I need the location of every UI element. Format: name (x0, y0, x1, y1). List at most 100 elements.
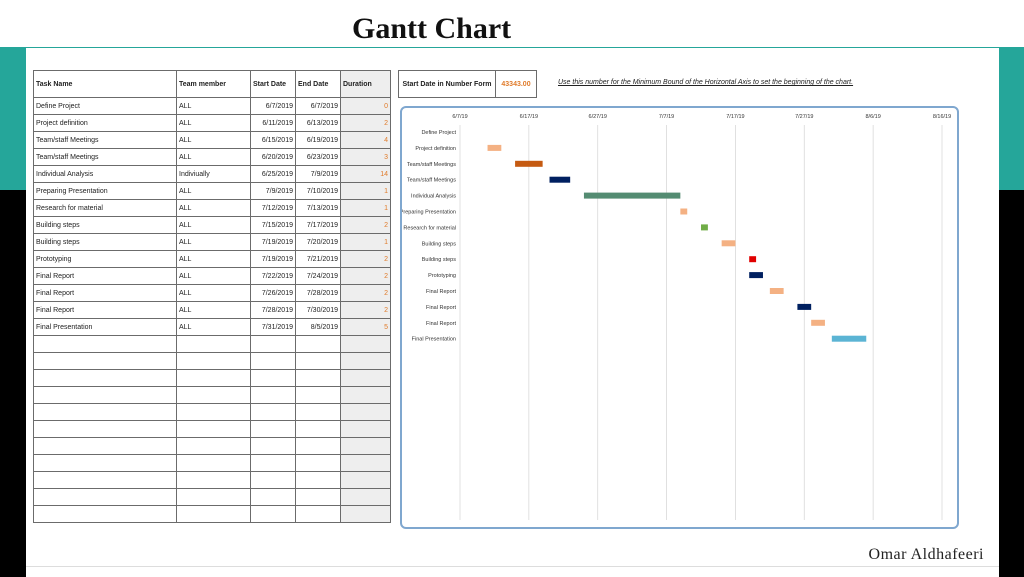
task-row: Final Report ALL 7/26/2019 7/28/2019 2 (33, 284, 391, 302)
task-row: Final Presentation ALL 7/31/2019 8/5/2019 5 (33, 318, 391, 336)
empty-cell (33, 437, 177, 455)
end-date-cell: 6/19/2019 (295, 131, 341, 149)
x-tick-label: 7/17/19 (726, 114, 744, 120)
empty-cell (250, 471, 296, 489)
empty-cell (340, 454, 391, 472)
empty-cell (176, 420, 251, 438)
empty-cell (340, 352, 391, 370)
empty-cell (176, 454, 251, 472)
team-member-cell: ALL (176, 233, 251, 251)
start-date-cell: 7/22/2019 (250, 267, 296, 285)
empty-cell (250, 403, 296, 421)
task-name-cell: Final Report (33, 267, 177, 285)
task-label: Final Report (426, 305, 456, 311)
duration-cell: 1 (340, 199, 391, 217)
empty-cell (33, 403, 177, 421)
empty-row (33, 488, 391, 506)
start-date-cell: 7/9/2019 (250, 182, 296, 200)
empty-cell (340, 505, 391, 523)
task-row: Team/staff Meetings ALL 6/15/2019 6/19/2019… (33, 131, 391, 149)
task-name-cell: Project definition (33, 114, 177, 132)
task-name-cell: Define Project (33, 97, 177, 115)
end-date-cell: 6/7/2019 (295, 97, 341, 115)
empty-cell (176, 505, 251, 523)
empty-row (33, 386, 391, 404)
duration-cell: 5 (340, 318, 391, 336)
end-date-cell: 7/21/2019 (295, 250, 341, 268)
task-row: Team/staff Meetings ALL 6/20/2019 6/23/2019… (33, 148, 391, 166)
empty-cell (176, 335, 251, 353)
slide-title: Gantt Chart (352, 12, 512, 45)
title-bar: Gantt Chart (0, 0, 1024, 47)
task-label: Final Report (426, 321, 456, 327)
gantt-bar (749, 272, 763, 279)
end-date-cell: 7/20/2019 (295, 233, 341, 251)
task-name-cell: Final Report (33, 284, 177, 302)
empty-cell (33, 369, 177, 387)
task-label: Team/staff Meetings (407, 162, 456, 168)
empty-cell (295, 488, 341, 506)
axis-note: Use this number for the Minimum Bound of… (558, 79, 854, 86)
task-row: Project definition ALL 6/11/2019 6/13/2019 2 (33, 114, 391, 132)
end-date-cell: 7/24/2019 (295, 267, 341, 285)
empty-cell (33, 488, 177, 506)
empty-cell (340, 403, 391, 421)
end-date-cell: 6/23/2019 (295, 148, 341, 166)
x-tick-label: 6/17/19 (520, 114, 538, 120)
gantt-bar (680, 208, 688, 215)
end-date-cell: 6/13/2019 (295, 114, 341, 132)
empty-row (33, 437, 391, 455)
x-tick-label: 8/6/19 (865, 114, 880, 120)
empty-cell (340, 488, 391, 506)
task-row: Final Report ALL 7/28/2019 7/30/2019 2 (33, 301, 391, 319)
start-date-cell: 6/20/2019 (250, 148, 296, 166)
bottom-strip (26, 566, 999, 577)
empty-cell (295, 403, 341, 421)
task-label: Prototyping (428, 273, 456, 279)
task-row: Research for material ALL 7/12/2019 7/13/20… (33, 199, 391, 217)
duration-cell: 2 (340, 250, 391, 268)
end-date-cell: 7/17/2019 (295, 216, 341, 234)
author-name: Omar Aldhafeeri (868, 546, 984, 563)
duration-cell: 2 (340, 267, 391, 285)
task-label: Individual Analysis (411, 194, 456, 200)
empty-cell (33, 420, 177, 438)
empty-cell (176, 471, 251, 489)
task-name-cell: Preparing Presentation (33, 182, 177, 200)
empty-cell (33, 471, 177, 489)
gantt-bar (549, 176, 571, 183)
empty-row (33, 505, 391, 523)
empty-row (33, 335, 391, 353)
end-date-cell: 7/13/2019 (295, 199, 341, 217)
duration-cell: 4 (340, 131, 391, 149)
end-date-cell: 7/30/2019 (295, 301, 341, 319)
duration-cell: 1 (340, 182, 391, 200)
task-table-header-row: Task Name Team member Start Date End Dat… (33, 70, 391, 98)
team-member-cell: ALL (176, 114, 251, 132)
duration-cell: 1 (340, 233, 391, 251)
team-member-cell: ALL (176, 216, 251, 234)
empty-cell (295, 386, 341, 404)
empty-cell (295, 335, 341, 353)
x-tick-label: 7/7/19 (659, 114, 674, 120)
task-row: Final Report ALL 7/22/2019 7/24/2019 2 (33, 267, 391, 285)
task-row: Individual Analysis Indiviually 6/25/2019 7… (33, 165, 391, 183)
task-row: Prototyping ALL 7/19/2019 7/21/2019 2 (33, 250, 391, 268)
team-member-cell: ALL (176, 250, 251, 268)
task-label: Define Project (421, 130, 456, 136)
header-start-date: Start Date (250, 70, 296, 98)
empty-cell (33, 352, 177, 370)
duration-cell: 14 (340, 165, 391, 183)
task-row: Building steps ALL 7/19/2019 7/20/2019 1 (33, 233, 391, 251)
start-date-cell: 6/25/2019 (250, 165, 296, 183)
empty-cell (250, 437, 296, 455)
empty-cell (250, 420, 296, 438)
task-name-cell: Final Report (33, 301, 177, 319)
end-date-cell: 8/5/2019 (295, 318, 341, 336)
x-tick-label: 7/27/19 (795, 114, 813, 120)
gantt-bar (701, 224, 708, 231)
duration-cell: 2 (340, 284, 391, 302)
empty-row (33, 471, 391, 489)
duration-cell: 0 (340, 97, 391, 115)
team-member-cell: ALL (176, 284, 251, 302)
